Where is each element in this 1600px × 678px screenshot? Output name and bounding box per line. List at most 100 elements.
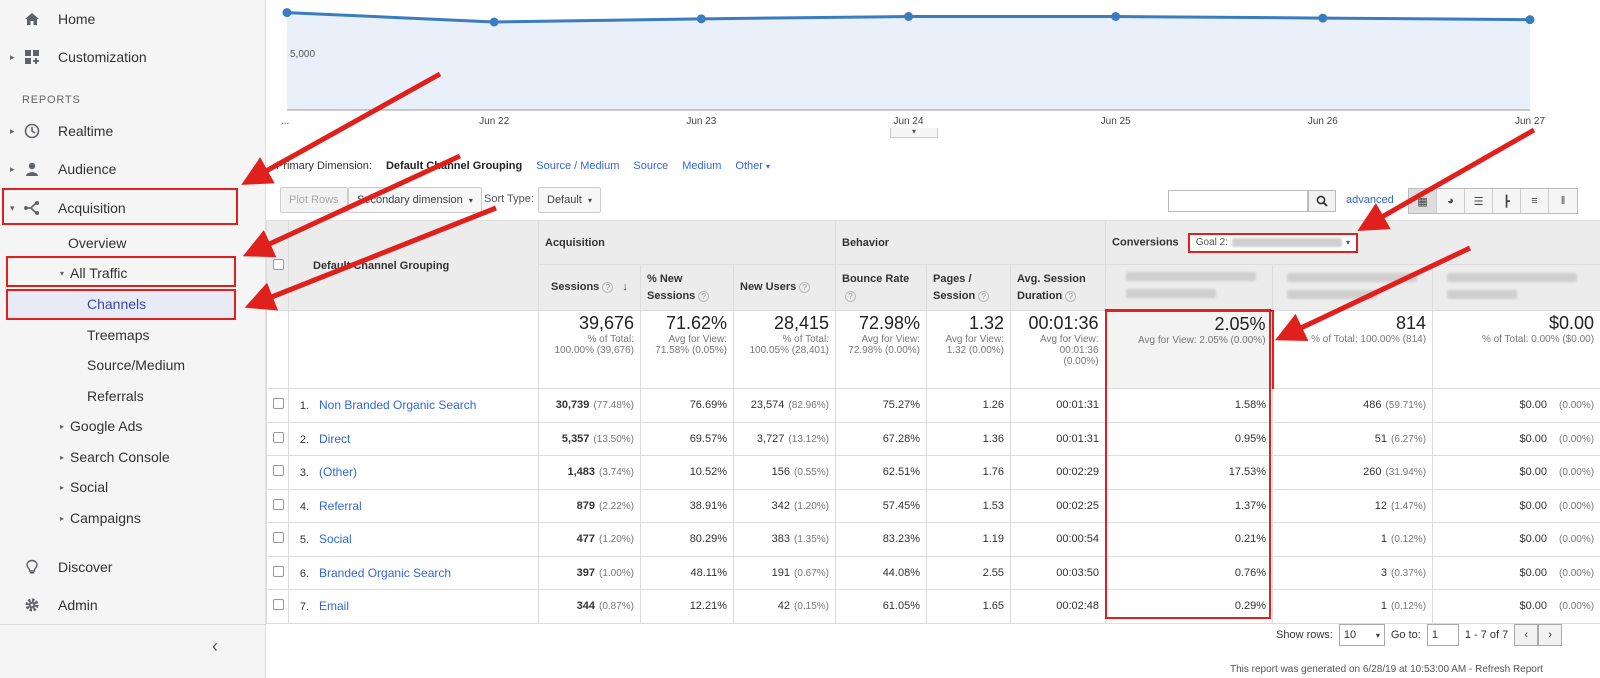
chart-point[interactable] xyxy=(904,12,913,21)
new-users-pct: (0.67%) xyxy=(793,567,829,579)
nav-admin[interactable]: Admin xyxy=(0,586,266,624)
chart-point[interactable] xyxy=(696,14,706,24)
nav-overview[interactable]: Overview xyxy=(68,228,126,258)
row-checkbox[interactable] xyxy=(273,599,284,611)
nav-referrals[interactable]: Referrals xyxy=(87,381,144,411)
chart-point[interactable] xyxy=(282,8,292,18)
next-page-icon[interactable]: › xyxy=(1538,624,1563,646)
search-button[interactable] xyxy=(1308,190,1336,212)
comparison-view-icon[interactable]: ┣ xyxy=(1493,189,1521,213)
nav-acquisition[interactable]: ▾ Acquisition xyxy=(0,189,266,227)
help-icon[interactable]: ? xyxy=(698,290,710,302)
row-checkbox[interactable] xyxy=(273,431,284,443)
nav-realtime[interactable]: ▸ Realtime xyxy=(0,112,266,150)
nav-home[interactable]: Home xyxy=(0,0,266,38)
sessions-cell: 30,739 (77.48%) xyxy=(538,388,641,423)
bounce-value: 67.28% xyxy=(882,432,920,445)
col-conv-rate-redacted[interactable] xyxy=(1105,264,1274,311)
caret-down-icon: ▾ xyxy=(468,195,473,205)
table-view-icon[interactable]: ▦ xyxy=(1409,189,1437,213)
goal-value: $0.00 xyxy=(1519,466,1548,479)
help-icon[interactable]: ? xyxy=(602,282,614,293)
chart-point[interactable] xyxy=(489,17,499,27)
dimension-link-other[interactable]: Other ▾ xyxy=(735,160,770,172)
dimension-link-medium[interactable]: Medium xyxy=(682,160,722,172)
nav-social[interactable]: ▸ Social xyxy=(60,472,108,502)
nav-treemaps[interactable]: Treemaps xyxy=(87,320,150,350)
col-avg-duration[interactable]: Avg. Session Duration? xyxy=(1009,264,1107,311)
nav-channels[interactable]: Channels xyxy=(6,289,236,319)
channel-link[interactable]: Referral xyxy=(319,498,362,513)
row-checkbox[interactable] xyxy=(273,465,284,477)
row-checkbox[interactable] xyxy=(273,498,284,510)
select-all-checkbox[interactable] xyxy=(273,258,284,270)
sort-type-dropdown[interactable]: Default ▾ xyxy=(538,187,601,213)
dimension-header[interactable]: Default Channel Grouping xyxy=(288,220,539,311)
nav-customization[interactable]: ▸ Customization xyxy=(0,38,266,76)
col-sessions[interactable]: Sessions? ↓ xyxy=(538,264,641,311)
row-checkbox-cell xyxy=(266,488,289,523)
sessions-value: 1,483 xyxy=(567,466,595,479)
col-completions-redacted[interactable] xyxy=(1272,264,1434,311)
channel-link[interactable]: Email xyxy=(319,599,350,614)
bounce-value: 61.05% xyxy=(882,600,920,613)
help-icon[interactable]: ? xyxy=(799,282,811,293)
nav-campaigns[interactable]: ▸ Campaigns xyxy=(60,503,141,533)
chart-point[interactable] xyxy=(1525,15,1535,25)
col-sessions-label: Sessions xyxy=(551,281,600,293)
col-pages-session[interactable]: Pages / Session? xyxy=(926,264,1011,311)
channel-link[interactable]: Branded Organic Search xyxy=(319,565,452,580)
channel-link[interactable]: Non Branded Organic Search xyxy=(319,398,477,413)
goal-select-dropdown[interactable]: Goal 2: ▾ xyxy=(1187,232,1358,253)
plot-rows-button[interactable]: Plot Rows xyxy=(280,187,348,213)
goto-label: Go to: xyxy=(1390,629,1421,641)
caret-right-icon: ▸ xyxy=(10,51,15,62)
prev-page-icon[interactable]: ‹ xyxy=(1514,624,1539,646)
chart-resize-handle[interactable]: ▾ xyxy=(890,128,938,138)
duration-value: 00:02:25 xyxy=(1056,499,1100,512)
help-icon[interactable]: ? xyxy=(1065,290,1077,302)
dimension-link-source[interactable]: Source xyxy=(633,160,669,172)
nav-discover[interactable]: Discover xyxy=(0,548,266,586)
dimension-link-source-medium[interactable]: Source / Medium xyxy=(536,160,620,172)
channel-link[interactable]: Direct xyxy=(319,431,351,446)
show-rows-select[interactable]: 10 ▾ xyxy=(1338,624,1385,646)
new-users-value: 342 xyxy=(771,499,790,512)
pivot-view-icon[interactable]: ‖ xyxy=(1549,189,1577,213)
completions-pct: (1.47%) xyxy=(1391,500,1427,512)
new-sessions-cell: 48.11% xyxy=(640,555,734,590)
nav-source-medium[interactable]: Source/Medium xyxy=(87,350,185,380)
col-bounce-rate[interactable]: Bounce Rate? xyxy=(835,264,927,311)
collapse-sidebar-icon[interactable]: ‹ xyxy=(212,636,218,656)
row-checkbox[interactable] xyxy=(273,532,284,544)
new-sessions-cell: 76.69% xyxy=(640,388,734,423)
term-cloud-view-icon[interactable]: ≡ xyxy=(1521,189,1549,213)
nav-audience[interactable]: ▸ Audience xyxy=(0,150,266,188)
channel-link[interactable]: Social xyxy=(319,532,352,547)
col-new-users[interactable]: New Users? xyxy=(733,264,836,311)
advanced-search-link[interactable]: advanced xyxy=(1346,194,1394,206)
conv-value: 0.76% xyxy=(1234,566,1267,579)
row-checkbox[interactable] xyxy=(273,565,284,577)
table-search-input[interactable] xyxy=(1168,190,1308,212)
pages-value: 1.26 xyxy=(982,399,1004,412)
help-icon[interactable]: ? xyxy=(978,290,990,302)
bar-view-icon[interactable]: ☰ xyxy=(1465,189,1493,213)
row-checkbox[interactable] xyxy=(273,398,284,410)
secondary-dimension-dropdown[interactable]: Secondary dimension ▾ xyxy=(348,187,482,213)
sort-desc-icon[interactable]: ↓ xyxy=(622,281,628,293)
col-value-redacted[interactable] xyxy=(1432,264,1600,311)
pages-value: 1.19 xyxy=(982,533,1004,546)
primary-dimension-bar: Primary Dimension: Default Channel Group… xyxy=(276,160,770,172)
chart-point[interactable] xyxy=(1318,13,1328,23)
pie-view-icon[interactable]: ◕ xyxy=(1437,189,1465,213)
help-icon[interactable]: ? xyxy=(845,290,856,302)
nav-google-ads[interactable]: ▸ Google Ads xyxy=(60,411,142,441)
chart-point[interactable] xyxy=(1111,12,1121,21)
nav-search-console[interactable]: ▸ Search Console xyxy=(60,442,170,472)
nav-all-traffic[interactable]: ▾ All Traffic xyxy=(60,258,127,288)
channel-link[interactable]: (Other) xyxy=(319,465,358,480)
col-new-sessions[interactable]: % New Sessions? xyxy=(640,264,734,311)
goto-input[interactable]: 1 xyxy=(1426,624,1459,646)
completions-pct: (59.71%) xyxy=(1385,400,1427,412)
